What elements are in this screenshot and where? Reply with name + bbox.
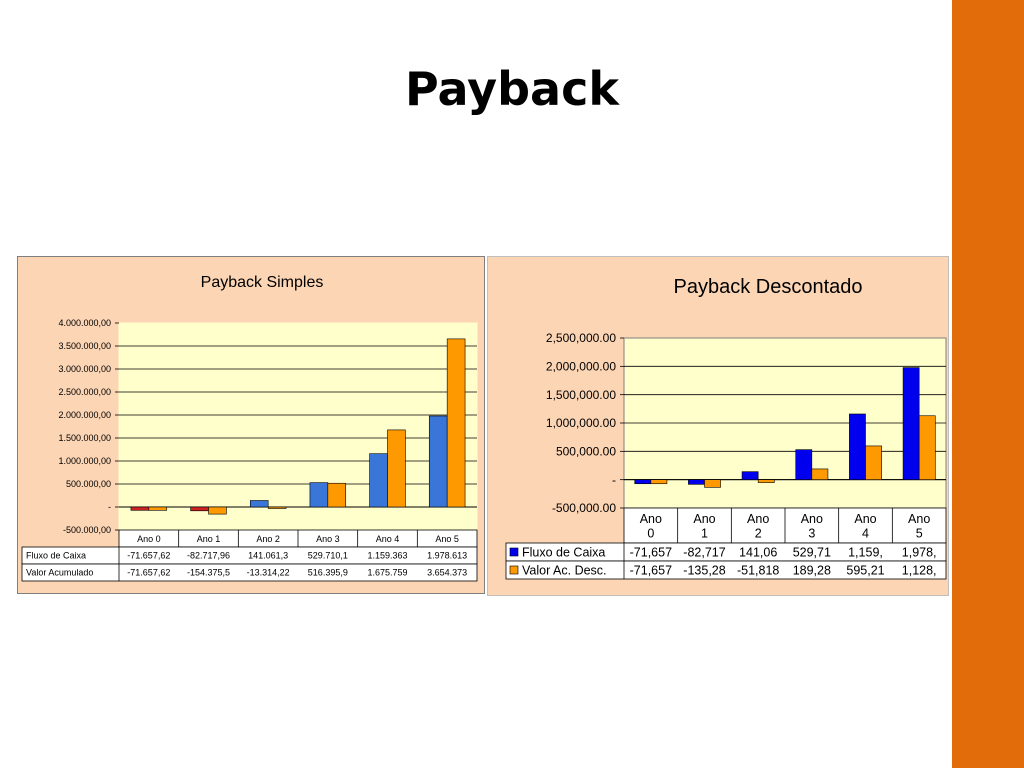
y-tick-label: - (612, 473, 616, 487)
data-label: 189,28 (793, 563, 831, 577)
y-tick-label: 2,000,000.00 (546, 360, 616, 374)
data-label: -71.657,62 (127, 568, 170, 578)
series-name: Valor Acumulado (26, 568, 93, 578)
series-name: Fluxo de Caixa (26, 551, 86, 561)
bar-fluxo (249, 500, 269, 508)
data-label: 595,21 (846, 563, 884, 577)
y-tick-label: 500,000.00 (556, 445, 616, 459)
data-label: -71,657 (630, 545, 672, 559)
y-tick-label: 500.000,00 (66, 479, 111, 489)
bar-fluxo (795, 449, 813, 480)
y-tick-label: -500.000,00 (63, 525, 111, 535)
bar-fluxo (741, 471, 759, 480)
chart-title: Payback Descontado (673, 276, 862, 298)
data-label: -71.657,62 (127, 551, 170, 561)
bar-fluxo (309, 482, 329, 508)
bar-acumulado (650, 479, 668, 485)
data-label: 3.654.373 (427, 568, 467, 578)
category-label: Ano 0 (137, 534, 161, 544)
data-label: 529.710,1 (308, 551, 348, 561)
data-label: -71,657 (630, 563, 672, 577)
data-label: 1,159, (848, 545, 883, 559)
category-label: Ano 0 (640, 512, 662, 541)
bar-acumulado (148, 506, 168, 511)
category-label: Ano 2 (256, 534, 280, 544)
data-label: -13.314,22 (247, 568, 290, 578)
data-label: -51,818 (737, 563, 779, 577)
data-label: 1,978, (902, 545, 937, 559)
data-label: 141.061,3 (248, 551, 288, 561)
y-tick-label: 2.000.000,00 (58, 410, 111, 420)
data-label: 1,128, (902, 563, 937, 577)
y-tick-label: 2,500,000.00 (546, 331, 616, 345)
chart-title: Payback Simples (201, 274, 324, 291)
payback-simples-chart: Payback Simples 4.000.000,00 3.500.000,00 3… (21, 274, 478, 582)
data-label: 516.395,9 (308, 568, 348, 578)
data-label: 141,06 (739, 545, 777, 559)
bar-acumulado (865, 445, 882, 480)
y-tick-label: - (108, 502, 111, 512)
data-label: 1.978.613 (427, 551, 467, 561)
bar-fluxo (688, 479, 705, 485)
bar-fluxo (849, 413, 866, 480)
category-label: Ano 5 (435, 534, 459, 544)
data-label: 1.675.759 (367, 568, 407, 578)
data-label: -82,717 (683, 545, 725, 559)
legend-key (509, 547, 519, 557)
bar-fluxo (130, 506, 150, 511)
y-tick-label: 1.500.000,00 (58, 433, 111, 443)
payback-descontado-chart-panel: Payback Descontado 2,500,000.00 2,000,000.… (487, 256, 949, 596)
table-series-row (505, 560, 947, 580)
payback-descontado-chart: Payback Descontado 2,500,000.00 2,000,000.… (505, 276, 947, 580)
category-label: Ano 2 (747, 512, 769, 541)
bar-fluxo (428, 415, 448, 508)
data-label: -82.717,96 (187, 551, 230, 561)
table-series-row (21, 563, 478, 582)
slide-title: Payback (405, 62, 619, 116)
y-tick-label: 3.000.000,00 (58, 364, 111, 374)
plot-area (118, 322, 478, 531)
data-label: 1.159.363 (367, 551, 407, 561)
y-tick-label: 1,500,000.00 (546, 388, 616, 402)
payback-simples-chart-panel: Payback Simples 4.000.000,00 3.500.000,00 3… (17, 256, 485, 594)
category-label: Ano 4 (376, 534, 400, 544)
bar-fluxo (634, 479, 652, 485)
bar-acumulado (208, 506, 227, 515)
category-label: Ano 5 (908, 512, 930, 541)
series-name: Fluxo de Caixa (522, 545, 605, 559)
category-label: Ano 1 (197, 534, 221, 544)
bar-fluxo (902, 367, 920, 480)
bar-acumulado (704, 479, 721, 488)
series-name: Valor Ac. Desc. (522, 563, 607, 577)
y-tick-label: 1.000.000,00 (58, 456, 111, 466)
bar-acumulado (327, 482, 347, 508)
y-tick-label: 4.000.000,00 (58, 318, 111, 328)
legend-key (509, 565, 519, 575)
bar-fluxo (369, 453, 388, 508)
data-label: -135,28 (683, 563, 725, 577)
accent-side-bar (952, 0, 1024, 768)
bar-acumulado (267, 506, 287, 509)
category-label: Ano 1 (693, 512, 715, 541)
y-tick-label: 1,000,000.00 (546, 416, 616, 430)
bar-acumulado (387, 429, 406, 508)
y-tick-label: 3.500.000,00 (58, 341, 111, 351)
y-tick-label: -500,000.00 (552, 501, 616, 515)
y-tick-label: 2.500.000,00 (58, 387, 111, 397)
data-label: -154.375,5 (187, 568, 230, 578)
bar-acumulado (811, 468, 829, 480)
category-label: Ano 3 (801, 512, 823, 541)
category-label: Ano 3 (316, 534, 340, 544)
bar-fluxo (190, 506, 209, 512)
bar-acumulado (757, 479, 775, 483)
category-label: Ano 4 (854, 512, 876, 541)
data-label: 529,71 (793, 545, 831, 559)
bar-acumulado (446, 338, 466, 508)
bar-acumulado (918, 415, 936, 480)
